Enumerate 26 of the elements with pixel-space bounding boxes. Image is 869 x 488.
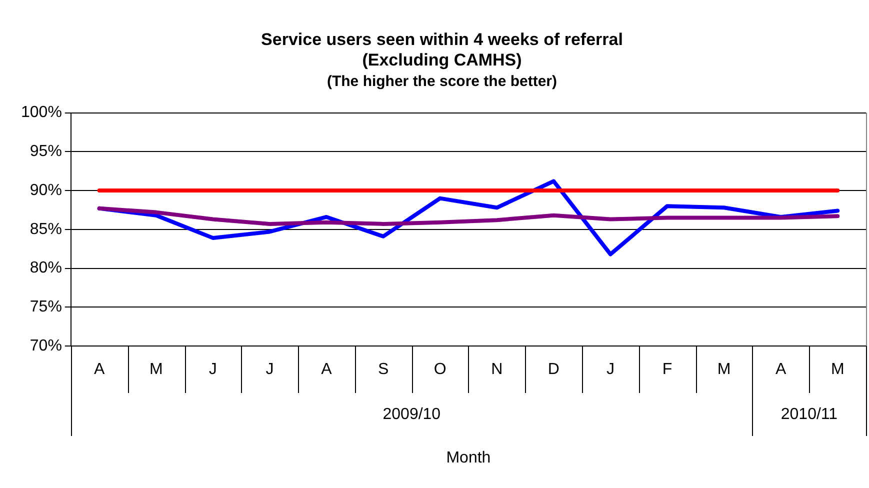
- text: 2009/10: [382, 406, 441, 423]
- x-tick-label: N: [491, 360, 503, 378]
- x-tick-label: J: [208, 360, 217, 378]
- y-tick-label: 85%: [30, 220, 62, 238]
- x-tick-label: F: [662, 360, 672, 378]
- y-tick-label: 95%: [30, 143, 62, 160]
- x-tick-label: A: [321, 360, 332, 378]
- x-tick-label: M: [149, 360, 163, 378]
- y-tick-label: 100%: [21, 104, 62, 122]
- y-tick-label: 80%: [30, 260, 62, 277]
- chart-title: Service users seen within 4 weeks of referral (Excluding CAMHS): [261, 30, 623, 70]
- x-tick-label: A: [775, 360, 786, 378]
- chart-subtitle: (The higher the score the better): [326, 72, 558, 90]
- y-tick-label: 70%: [30, 337, 62, 354]
- x-tick-label: M: [830, 360, 844, 378]
- x-tick-label: D: [548, 360, 560, 378]
- x-tick-label: S: [378, 360, 389, 378]
- x-tick-label: A: [94, 360, 105, 378]
- x-tick-label: M: [717, 360, 731, 378]
- x-axis-title: Month: [446, 449, 491, 466]
- x-tick-label: O: [434, 360, 446, 378]
- text: 2010/11: [780, 406, 838, 423]
- x-tick-label: J: [266, 360, 274, 378]
- x-tick-label: J: [606, 360, 614, 378]
- y-tick-label: 75%: [30, 298, 62, 316]
- y-tick-label: 90%: [30, 182, 62, 199]
